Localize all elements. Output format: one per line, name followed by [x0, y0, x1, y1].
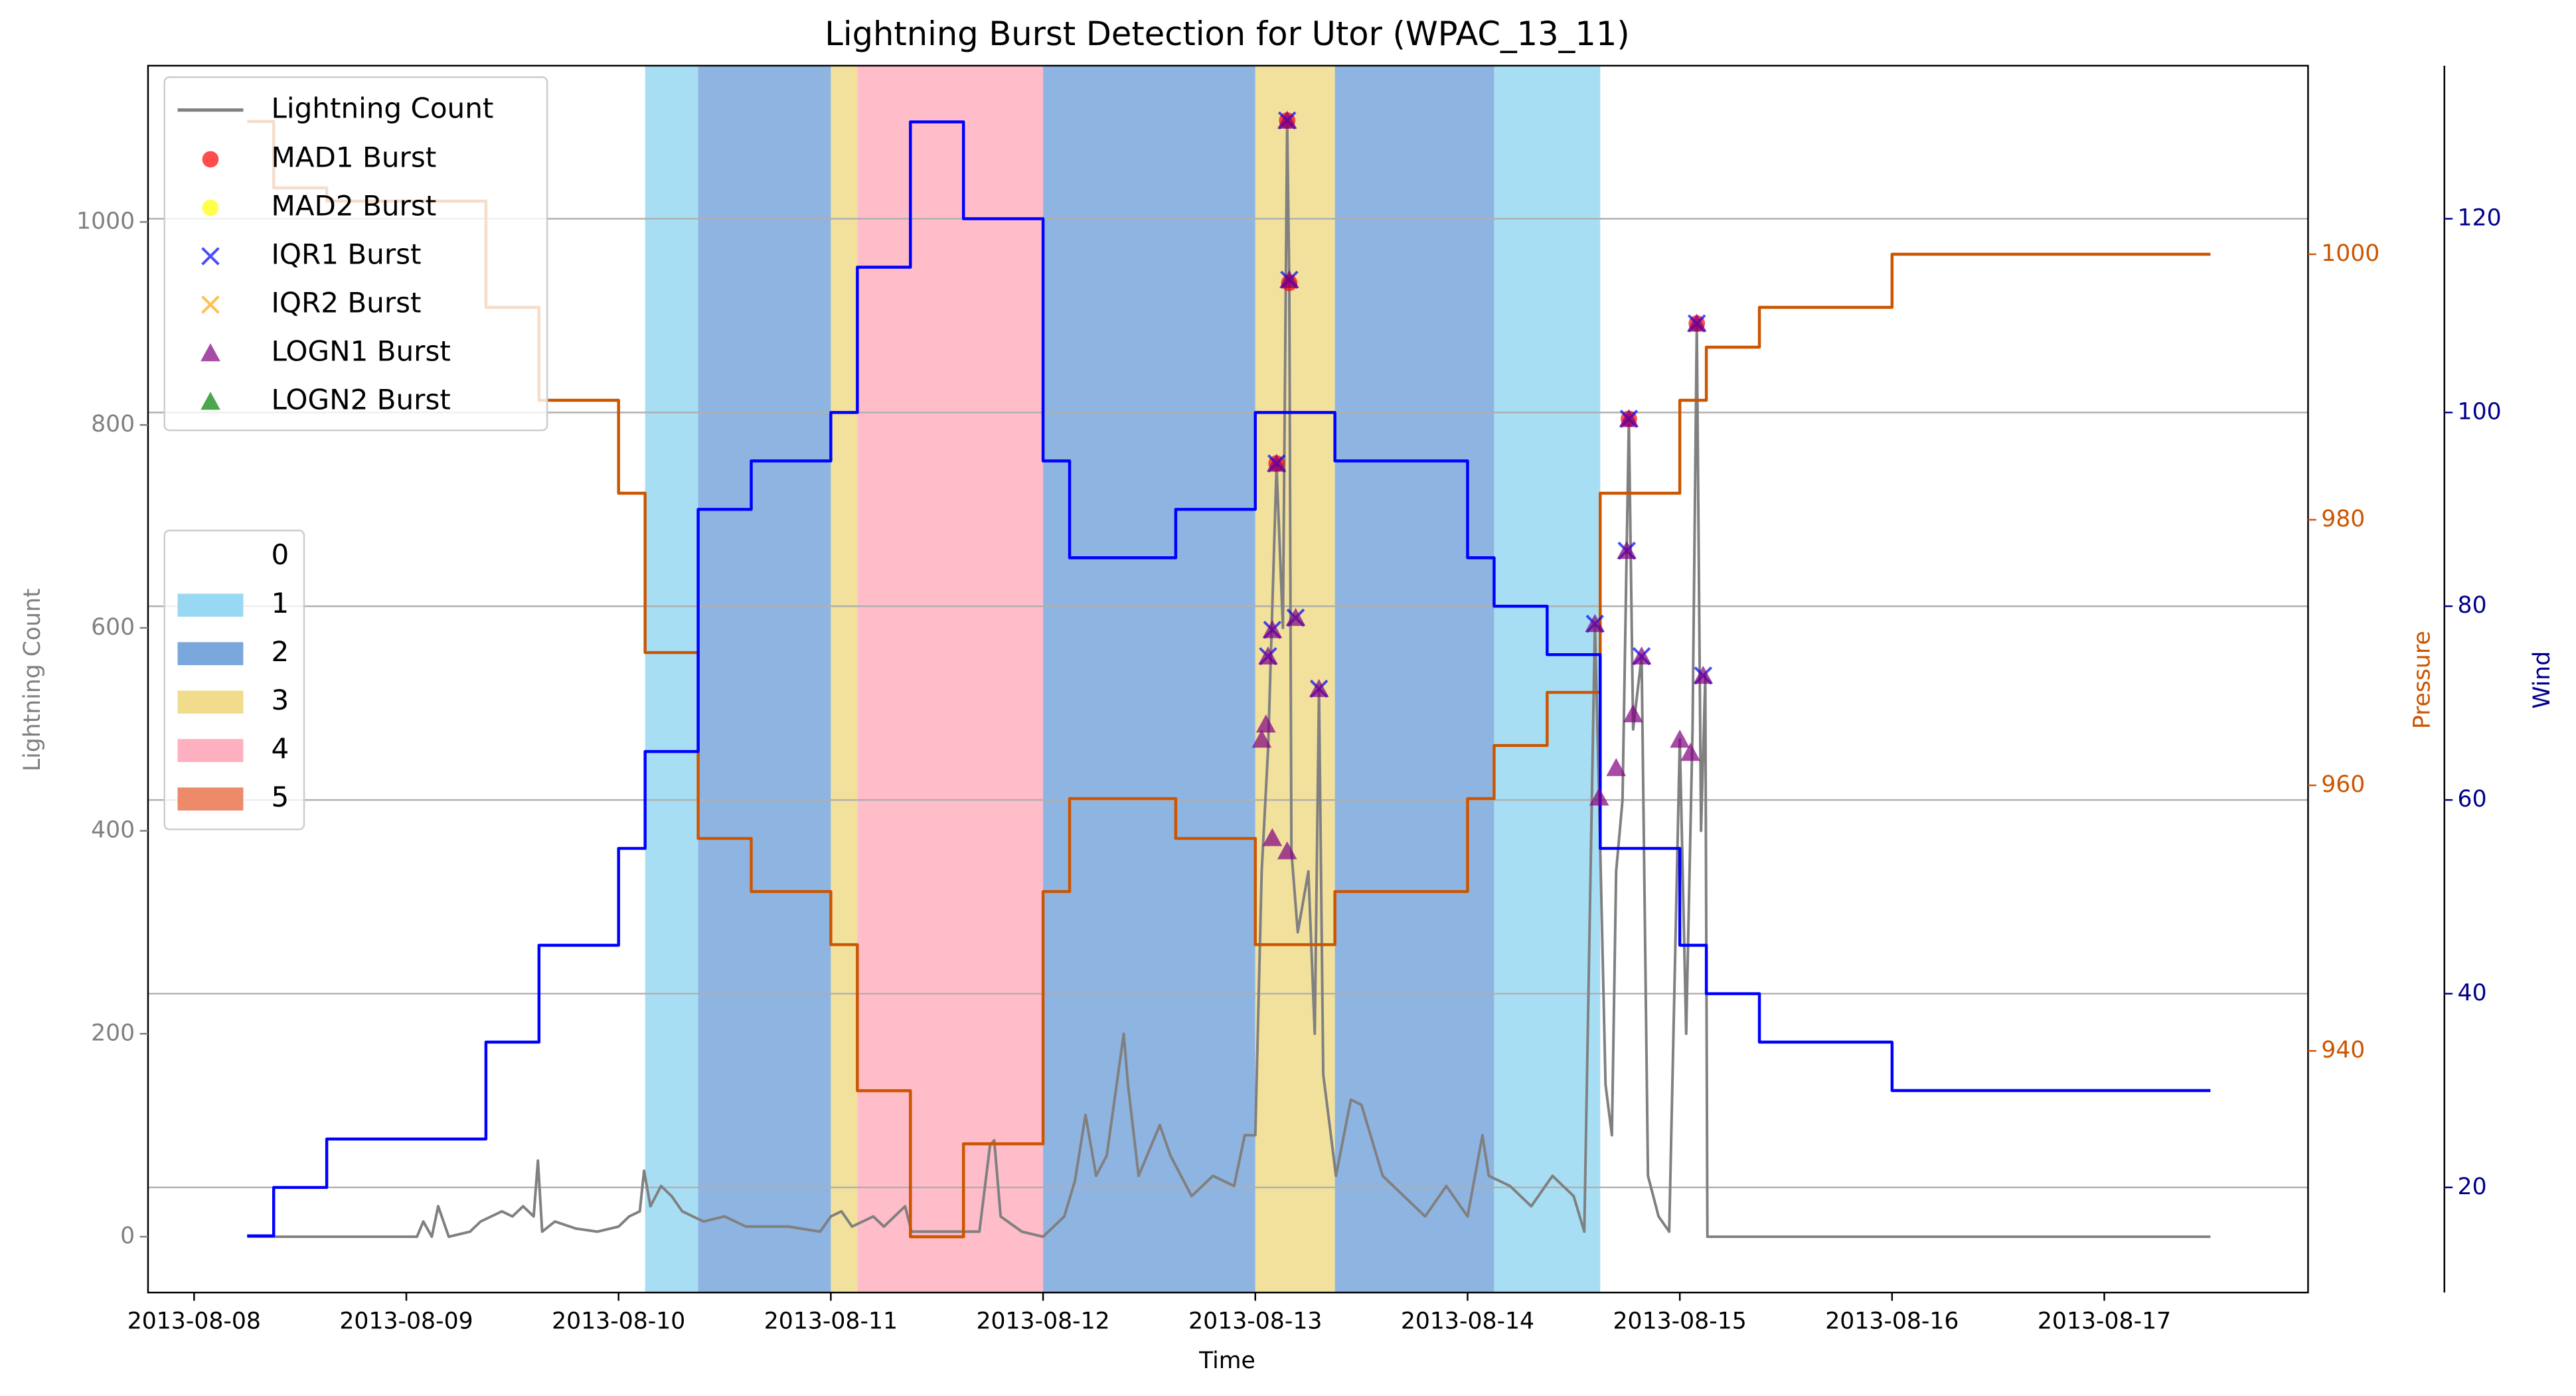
legend-swatch	[177, 739, 244, 762]
intensity-band	[1494, 65, 1601, 1293]
series-line	[247, 119, 2211, 1239]
legend-label: IQR2 Burst	[272, 286, 422, 319]
burst-marker	[202, 151, 219, 168]
burst-marker	[202, 199, 219, 216]
legend-label: 4	[272, 732, 289, 765]
x-tick-label: 2013-08-09	[339, 1308, 473, 1335]
marker-layer	[1251, 110, 1714, 860]
y-axis-label: Lightning Count	[19, 588, 46, 771]
y-tick-label: 0	[120, 1223, 135, 1249]
y3-tick-label: 40	[2458, 980, 2487, 1006]
burst-marker	[1631, 646, 1652, 665]
legend-label: LOGN1 Burst	[272, 335, 451, 367]
legend-swatch	[177, 690, 244, 714]
x-tick-label: 2013-08-13	[1188, 1308, 1322, 1335]
burst-marker	[1251, 730, 1272, 748]
burst-marker	[1617, 540, 1637, 560]
legend-swatch	[177, 593, 244, 617]
burst-marker	[201, 392, 220, 410]
burst-marker	[1589, 787, 1609, 806]
burst-marker	[1262, 828, 1283, 846]
legend: Lightning Count MAD1 Burst MAD2 Burst IQR1 …	[163, 76, 548, 830]
x-axis-label: Time	[1198, 1348, 1255, 1374]
legend-label: 0	[272, 538, 289, 571]
grid-layer	[147, 218, 2308, 1189]
burst-marker	[1680, 743, 1700, 761]
burst-marker	[1285, 607, 1306, 626]
line-layer	[247, 119, 2211, 1239]
burst-marker	[1686, 313, 1707, 332]
legend-label: 3	[272, 684, 289, 716]
burst-marker	[1619, 409, 1639, 427]
legend-label: LOGN2 Burst	[272, 383, 451, 416]
burst-marker	[1585, 613, 1605, 633]
intensity-band	[1255, 65, 1335, 1293]
burst-marker	[1258, 646, 1278, 665]
burst-marker	[1266, 453, 1287, 472]
legend-label: Lightning Count	[272, 92, 494, 124]
burst-marker	[1606, 757, 1627, 777]
y-tick-label: 1000	[76, 208, 135, 234]
intensity-band	[1043, 65, 1255, 1293]
x-tick-label: 2013-08-11	[764, 1308, 898, 1335]
y-tick-label: 600	[91, 614, 135, 641]
legend-label: 1	[272, 587, 289, 619]
x-tick-label: 2013-08-10	[552, 1308, 685, 1335]
burst-marker	[1255, 714, 1276, 733]
burst-marker	[1670, 730, 1690, 748]
y3-tick-label: 20	[2458, 1174, 2487, 1200]
series-line	[247, 120, 2211, 1237]
x-tick-label: 2013-08-16	[1825, 1308, 1959, 1335]
burst-marker	[201, 343, 220, 362]
legend-label: IQR1 Burst	[272, 238, 422, 270]
y3-axis-label: Wind	[2529, 651, 2555, 709]
x-tick-label: 2013-08-14	[1401, 1308, 1534, 1335]
burst-marker	[1693, 665, 1714, 684]
y2-tick-label: 940	[2321, 1037, 2365, 1063]
series-line	[247, 119, 2211, 1239]
x-tick-label: 2013-08-15	[1613, 1308, 1747, 1335]
y3-tick-label: 80	[2458, 592, 2487, 619]
x-tick-label: 2013-08-08	[127, 1308, 261, 1335]
x-tick-label: 2013-08-17	[2038, 1308, 2171, 1335]
legend-swatch	[177, 545, 244, 569]
axis-layer: 2013-08-08 2013-08-09 2013-08-10 2013-08-11…	[76, 205, 2502, 1335]
x-tick-label: 2013-08-12	[976, 1308, 1109, 1335]
y3-tick-label: 100	[2458, 398, 2502, 425]
burst-marker	[201, 247, 220, 266]
legend-swatch	[177, 787, 244, 811]
y-tick-label: 200	[91, 1020, 135, 1046]
intensity-band	[645, 65, 698, 1293]
y2-tick-label: 1000	[2321, 240, 2379, 267]
burst-marker	[1262, 620, 1283, 639]
legend-label: 2	[272, 635, 289, 668]
legend-label: MAD2 Burst	[272, 189, 437, 222]
intensity-band	[698, 65, 831, 1293]
intensity-band	[857, 65, 1044, 1293]
burst-marker	[1277, 841, 1297, 860]
burst-marker	[1623, 704, 1643, 723]
plot-frame	[147, 64, 2309, 1294]
legend-frame	[163, 76, 548, 431]
legend-label: MAD1 Burst	[272, 141, 437, 173]
chart-title: Lightning Burst Detection for Utor (WPAC…	[825, 15, 1629, 53]
intensity-band	[831, 65, 858, 1293]
burst-marker	[1309, 678, 1329, 697]
y2-tick-label: 980	[2321, 506, 2365, 532]
burst-marker	[1279, 270, 1299, 288]
y3-tick-label: 120	[2458, 205, 2502, 232]
y3-tick-label: 60	[2458, 786, 2487, 813]
y-tick-label: 400	[91, 817, 135, 844]
y2-axis-label: Pressure	[2409, 631, 2436, 729]
y2-tick-label: 960	[2321, 771, 2365, 798]
legend-swatch	[177, 642, 244, 666]
y-tick-label: 800	[91, 411, 135, 437]
intensity-band	[1334, 65, 1494, 1293]
legend-label: 5	[272, 781, 289, 813]
band-layer	[645, 65, 1601, 1293]
burst-marker	[1277, 110, 1297, 129]
burst-marker	[201, 295, 220, 314]
